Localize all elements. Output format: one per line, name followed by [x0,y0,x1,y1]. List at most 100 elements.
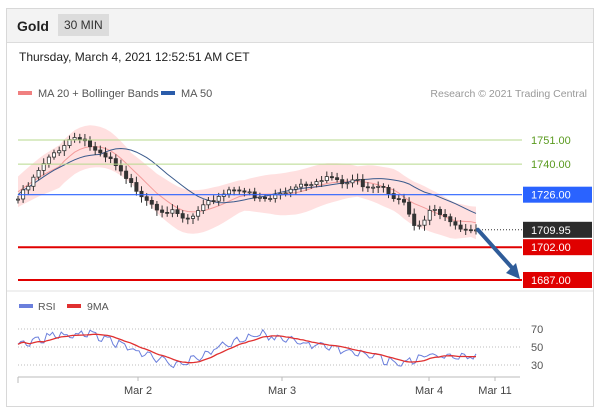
ma20-legend-label: MA 20 + Bollinger Bands [38,88,159,100]
candle-body [324,176,329,182]
candle-body [52,152,57,158]
candle-body [185,217,190,220]
candle-body [175,209,180,214]
candle-body [432,208,437,211]
candle-body [72,137,77,140]
candle-body [190,215,195,219]
pivot-label: 1726.00 [531,190,571,202]
candle-body [124,170,129,179]
ma20-legend-swatch [18,91,32,95]
candle-body [381,185,386,188]
asset-title: Gold [17,18,49,34]
price-levels: 1751.00 1740.00 1726.00 1709.95 1702.00 1687.… [18,135,592,288]
candle-body [93,146,98,151]
last-price-label: 1709.95 [531,225,571,237]
candle-body [196,210,201,217]
candle-body [242,190,247,193]
candle-body [293,186,298,190]
chart-header: Gold 30 MIN [7,9,593,43]
last-price-tag [523,221,592,238]
candle-body [273,194,278,199]
candle-body [401,199,406,203]
support-tag [523,272,592,288]
candle-body [62,145,67,152]
candle-body [139,190,144,198]
rsi-ma-legend-label: 9MA [87,301,109,313]
candle-body [376,185,381,188]
x-axis: Mar 2 Mar 3 Mar 4 Mar 11 [17,376,520,397]
pivot-tag [523,186,592,203]
candle-body [88,140,93,148]
price-plot [15,125,478,240]
x-tick-label: Mar 2 [124,385,152,397]
rsi-tick-label: 70 [531,324,543,336]
rsi-tick-label: 30 [531,360,543,372]
candle-body [154,203,159,211]
support-tag [523,239,592,256]
candle-body [180,213,185,219]
candle-body [144,196,149,201]
candle-body [422,219,427,226]
candle-body [257,196,262,199]
candle-body [355,178,360,181]
resistance-label: 1740.00 [531,159,571,171]
rsi-legend-label: RSI [38,301,56,313]
candle-body [412,213,417,226]
rsi-plot: 70 50 30 [17,324,543,372]
ma50-legend-swatch [161,91,175,95]
candle-body [396,198,401,201]
candle-body [443,213,448,218]
x-tick-label: Mar 4 [415,385,443,397]
candle-body [360,178,365,188]
candle-body [232,189,237,192]
timeframe-badge[interactable]: 30 MIN [58,14,109,36]
candle-body [77,137,82,140]
candle-body [46,156,51,165]
candle-body [453,221,458,226]
candle-body [371,186,376,189]
candle-body [391,193,396,200]
candle-body [335,177,340,180]
candle-body [129,178,134,183]
x-tick-label: Mar 11 [478,385,511,397]
candle-body [417,224,422,227]
candle-body [206,200,211,206]
candle-body [26,185,31,191]
candle-body [314,181,319,186]
rsi-ma-legend-swatch [67,304,81,308]
rsi-ma-line [17,333,477,364]
candle-body [98,149,103,154]
candle-body [298,183,303,188]
candle-body [113,158,118,167]
candle-body [407,201,412,215]
rsi-line [17,328,477,369]
candle-body [216,195,221,202]
candle-body [226,189,231,195]
rsi-legend-swatch [19,304,33,308]
candle-body [345,182,350,185]
candle-body [304,183,309,186]
candle-body [237,189,242,192]
candle-body [41,163,46,171]
candle-body [340,179,345,185]
support-label: 1702.00 [531,242,571,254]
candle-body [170,209,175,214]
candle-body [262,196,267,200]
candle-body [427,209,432,221]
candle-body [329,176,334,179]
candle-body [365,186,370,189]
candle-body [448,216,453,223]
candle-body [350,179,355,184]
candle-body [283,192,288,195]
candle-body [211,200,216,203]
candle-body [437,208,442,215]
forecast-arrow-shaft [476,227,516,272]
candle-body [108,156,113,160]
support-label: 1687.00 [531,275,571,287]
candle-body [134,182,139,192]
resistance-label: 1751.00 [531,135,571,147]
ma50-legend-label: MA 50 [181,88,212,100]
candle-body [268,198,273,200]
chart-datetime: Thursday, March 4, 2021 12:52:51 AM CET [19,50,250,64]
